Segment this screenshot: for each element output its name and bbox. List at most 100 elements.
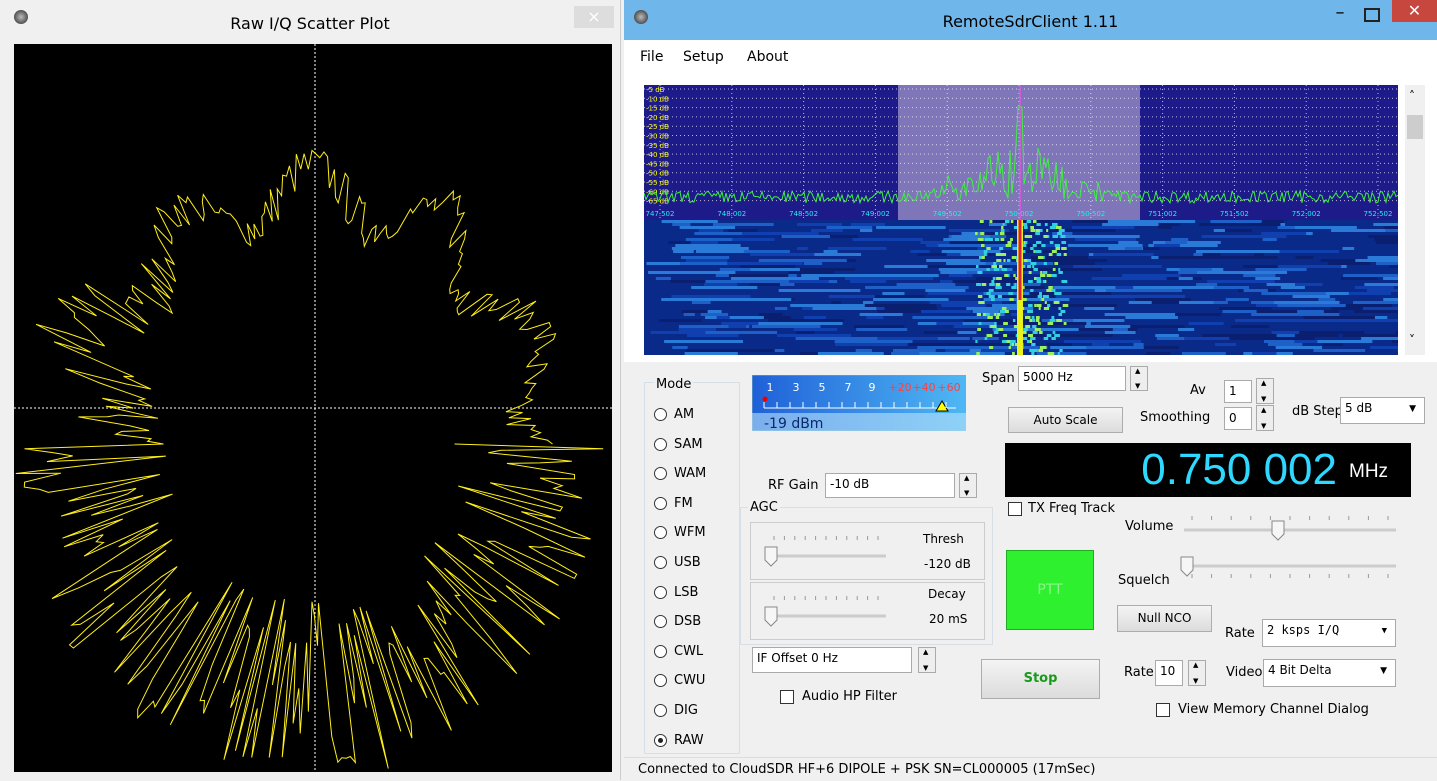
spinner[interactable]	[1256, 405, 1274, 431]
label: Volume	[1125, 519, 1173, 534]
waterfall-cell	[1278, 226, 1295, 229]
signal-meter: -19 dBm 13579+20+40+60	[752, 375, 966, 431]
radio-label: AM	[674, 407, 694, 422]
freq-label: 749.002	[861, 210, 890, 218]
waterfall-cell	[1079, 328, 1113, 331]
status-bar: Connected to CloudSDR HF+6 DIPOLE + PSK …	[624, 757, 1437, 781]
spinner[interactable]	[1188, 660, 1206, 686]
waterfall-cell	[1276, 346, 1322, 349]
radio-button[interactable]	[654, 497, 667, 510]
waterfall-cell	[818, 352, 884, 355]
scroll-up[interactable]: ˄	[1409, 89, 1415, 103]
waterfall-cell	[1376, 241, 1398, 244]
waterfall-cell	[977, 313, 981, 316]
waterfall-cell	[742, 232, 819, 235]
waterfall-cell	[1033, 268, 1037, 271]
smoothing-input[interactable]: 0	[1224, 407, 1252, 430]
waterfall-cell	[919, 352, 1004, 355]
waterfall-cell	[985, 238, 990, 241]
waterfall-cell	[1002, 268, 1008, 271]
rate-select[interactable]: 2 ksps I/Q	[1262, 619, 1396, 647]
waterfall-cell	[893, 349, 936, 352]
waterfall-cell	[1033, 331, 1038, 334]
db-label: -40 dB	[646, 151, 669, 159]
null-nco-button[interactable]: Null NCO	[1117, 605, 1212, 632]
waterfall-cell	[1373, 223, 1398, 226]
radio-button[interactable]	[654, 556, 667, 569]
waterfall-cell	[1036, 229, 1041, 232]
waterfall-cell	[1036, 223, 1040, 226]
stop-button[interactable]: Stop	[981, 659, 1100, 699]
waterfall-cell	[1299, 331, 1364, 334]
waterfall-cell	[1389, 265, 1398, 268]
spinner[interactable]	[918, 647, 936, 673]
waterfall-cell	[1011, 220, 1014, 223]
waterfall-cell	[648, 271, 735, 274]
waterfall-cell	[1050, 319, 1056, 322]
radio-button[interactable]	[654, 704, 667, 717]
rf-gain-input[interactable]: -10 dB	[825, 473, 955, 498]
group-label: Mode	[654, 377, 693, 392]
if-offset-input[interactable]: IF Offset 0 Hz	[752, 647, 912, 673]
minimize-button[interactable]: –	[1327, 2, 1353, 23]
auto-scale-button[interactable]: Auto Scale	[1008, 407, 1123, 433]
spinner[interactable]	[959, 473, 977, 498]
db-step-select[interactable]: 5 dB	[1340, 397, 1425, 424]
scroll-down[interactable]: ˅	[1409, 333, 1415, 347]
maximize-button[interactable]	[1364, 8, 1380, 22]
waterfall-cell	[978, 238, 984, 241]
menu-item[interactable]: File	[640, 49, 663, 65]
waterfall-cell	[1157, 337, 1184, 340]
waterfall-cell	[794, 328, 838, 331]
waterfall-cell	[835, 343, 907, 346]
waterfall-cell	[1039, 307, 1041, 310]
spinner[interactable]	[1130, 366, 1148, 391]
radio-button[interactable]	[654, 734, 667, 747]
radio-button[interactable]	[654, 645, 667, 658]
checkbox[interactable]	[1156, 703, 1170, 717]
scrollbar[interactable]: ˄ ˅	[1405, 85, 1425, 355]
radio-button[interactable]	[654, 586, 667, 599]
waterfall-cell	[1022, 331, 1026, 334]
waterfall-cell	[1036, 319, 1040, 322]
waterfall-cell	[1061, 280, 1067, 283]
label: Span	[982, 371, 1015, 386]
waterfall-cell	[1346, 304, 1392, 307]
waterfall-cell	[1013, 319, 1016, 322]
close-button[interactable]: ✕	[1392, 0, 1437, 22]
waterfall-cell	[1030, 247, 1033, 250]
waterfall-cell	[1038, 295, 1042, 298]
av-input[interactable]: 1	[1224, 380, 1252, 403]
span-input[interactable]: 5000 Hz	[1018, 366, 1126, 391]
checkbox[interactable]	[1008, 502, 1022, 516]
waterfall-cell	[949, 229, 1009, 232]
radio-button[interactable]	[654, 438, 667, 451]
ptt-button[interactable]: PTT	[1006, 550, 1094, 630]
waterfall-cell	[672, 247, 749, 250]
radio-button[interactable]	[654, 408, 667, 421]
waterfall-cell	[1073, 220, 1108, 223]
checkbox[interactable]	[780, 690, 794, 704]
close-button[interactable]: ×	[574, 6, 614, 28]
video-select[interactable]: 4 Bit Delta	[1263, 659, 1396, 687]
waterfall-cell	[1384, 226, 1398, 229]
waterfall-cell	[856, 349, 872, 352]
waterfall-cell	[1045, 301, 1047, 304]
group-label: AGC	[748, 500, 780, 515]
waterfall-cell	[876, 226, 946, 229]
menu-item[interactable]: About	[747, 49, 788, 65]
waterfall-cell	[1040, 346, 1044, 349]
waterfall-cell	[1001, 226, 1003, 229]
scroll-thumb[interactable]	[1407, 115, 1423, 139]
waterfall-cell	[1040, 229, 1043, 232]
waterfall-cell	[1281, 286, 1305, 289]
rate-input[interactable]: 10	[1155, 660, 1183, 686]
waterfall-cell	[1152, 301, 1179, 304]
waterfall-cell	[1072, 235, 1134, 238]
spinner[interactable]	[1256, 378, 1274, 404]
waterfall-cell	[829, 295, 875, 298]
waterfall-cell	[1032, 265, 1034, 268]
waterfall-cell	[996, 316, 999, 319]
menu-item[interactable]: Setup	[683, 49, 724, 65]
label: Av	[1190, 383, 1206, 398]
